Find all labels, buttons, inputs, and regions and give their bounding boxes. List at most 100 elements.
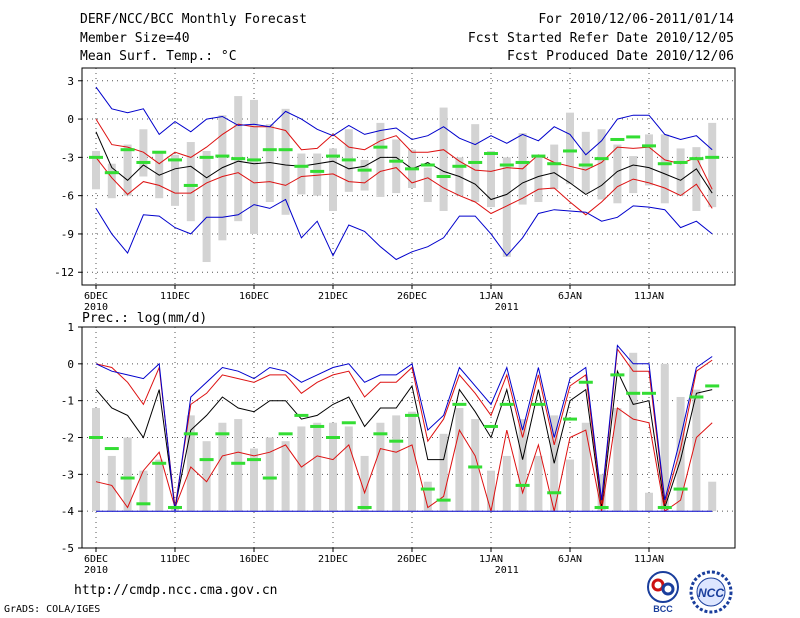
spread-bar	[629, 156, 638, 194]
spread-bar	[423, 167, 432, 203]
median-marker	[468, 465, 483, 469]
median-marker	[499, 163, 514, 167]
median-marker	[357, 505, 372, 509]
spread-bar	[123, 437, 132, 512]
median-marker	[610, 137, 625, 141]
median-marker	[168, 505, 182, 509]
x-tick-label: 6DEC	[84, 554, 108, 565]
spread-bar	[692, 389, 701, 512]
median-marker	[183, 432, 198, 436]
y-tick-label: 1	[67, 321, 74, 334]
median-marker	[104, 447, 119, 451]
median-marker	[657, 505, 672, 509]
median-marker	[515, 160, 530, 164]
spread-bar	[202, 441, 211, 512]
series-line-ensemble-mean	[95, 131, 713, 201]
x-tick-label: 6JAN	[558, 554, 582, 565]
spread-bar	[645, 134, 653, 186]
series-line-mean-1-sd	[95, 407, 713, 513]
median-marker	[278, 432, 293, 436]
series-line-max	[95, 86, 713, 156]
y-tick-label: 0	[67, 113, 74, 126]
median-marker	[436, 498, 451, 502]
spread-bar	[660, 134, 669, 204]
y-tick-label: -3	[61, 151, 74, 164]
spread-bar	[455, 408, 464, 512]
spread-bar	[581, 131, 590, 194]
spread-bar	[534, 157, 543, 203]
spread-bar	[597, 474, 606, 512]
x-tick-label: 11DEC	[160, 291, 190, 302]
median-marker	[689, 395, 704, 399]
ncc-logo-text: NCC	[698, 586, 724, 600]
median-marker	[531, 154, 546, 158]
spread-bar	[376, 122, 385, 197]
median-marker	[405, 167, 419, 171]
median-marker	[341, 158, 356, 162]
spread-bar	[676, 148, 685, 196]
median-marker	[420, 487, 435, 491]
median-marker	[673, 160, 688, 164]
median-marker	[310, 169, 325, 173]
median-marker	[405, 413, 419, 417]
ncc-logo: NCC	[689, 570, 733, 614]
median-marker	[547, 162, 562, 166]
spread-bar	[281, 441, 290, 512]
spread-bar	[155, 150, 164, 199]
x-tick-label: 26DEC	[397, 291, 427, 302]
median-marker	[231, 461, 246, 465]
x-tick-label: 11JAN	[634, 554, 664, 565]
median-marker	[341, 421, 356, 425]
median-marker	[199, 458, 214, 462]
series-line-max	[95, 344, 713, 512]
spread-bar	[439, 433, 448, 512]
spread-bar	[534, 455, 543, 512]
produced-date: Fcst Produced Date 2010/12/06	[507, 49, 734, 64]
median-marker	[294, 164, 309, 168]
x-tick-label: 6DEC	[84, 291, 108, 302]
spread-bar	[597, 129, 606, 200]
median-marker	[89, 436, 103, 439]
spread-bar	[297, 426, 306, 512]
x-tick-label: 16DEC	[239, 291, 269, 302]
median-marker	[626, 391, 641, 395]
median-marker	[642, 144, 656, 148]
median-marker	[515, 483, 530, 487]
x-tick-label: 26DEC	[397, 554, 427, 565]
forecast-period: For 2010/12/06-2011/01/14	[538, 12, 734, 27]
x-tick-label: 21DEC	[318, 291, 348, 302]
median-marker	[104, 171, 119, 175]
spread-bar	[218, 115, 227, 241]
spread-bar	[107, 163, 116, 199]
median-marker	[594, 157, 609, 161]
spread-bar	[566, 112, 574, 185]
spread-bar	[155, 459, 164, 512]
spread-bar	[186, 415, 195, 512]
series-line-mean-1-sd	[95, 157, 713, 216]
median-marker	[563, 417, 577, 421]
spread-bar	[502, 157, 511, 257]
spread-bar	[613, 408, 622, 512]
median-marker	[610, 373, 625, 377]
spread-bar	[392, 139, 401, 194]
median-marker	[136, 502, 151, 506]
spread-bar	[629, 352, 638, 512]
median-marker	[531, 402, 546, 406]
median-marker	[389, 439, 404, 443]
year-label: 2010	[84, 565, 108, 576]
spread-bar	[139, 470, 148, 512]
median-marker	[389, 159, 404, 163]
footer-url[interactable]: http://cmdp.ncc.cma.gov.cn	[74, 583, 278, 598]
median-marker	[152, 461, 167, 465]
x-tick-label: 16DEC	[239, 554, 269, 565]
median-marker	[326, 154, 340, 158]
median-marker	[247, 458, 261, 462]
median-marker	[120, 148, 135, 152]
spread-bar	[250, 99, 258, 234]
bcc-logo: BCC	[647, 571, 679, 614]
spread-bar	[171, 154, 179, 206]
median-marker	[689, 157, 704, 161]
spread-bar	[392, 415, 401, 512]
y-tick-label: -2	[61, 432, 74, 445]
